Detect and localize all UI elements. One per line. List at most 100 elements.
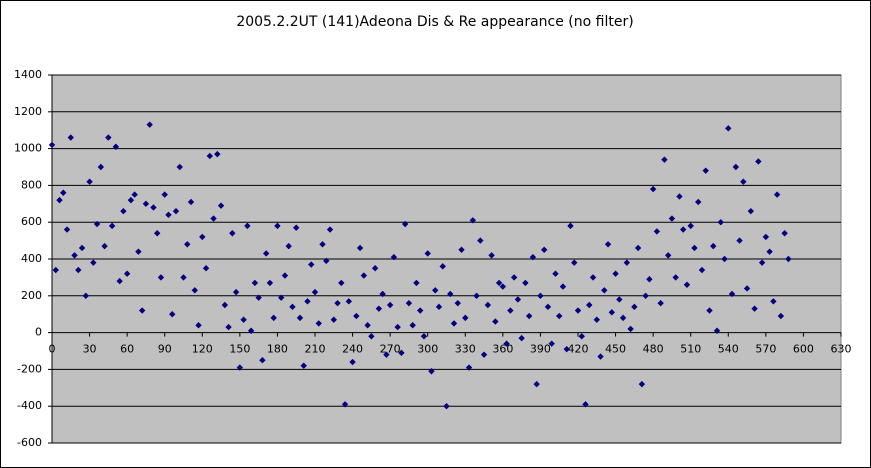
data-point [646, 276, 653, 283]
data-point [510, 274, 518, 281]
data-point [728, 290, 736, 298]
x-tick-label: 150 [229, 343, 250, 356]
data-point [138, 307, 146, 314]
data-point [518, 334, 525, 342]
data-point [326, 226, 334, 233]
y-tick-label: 1400 [14, 68, 42, 81]
data-point [492, 318, 499, 325]
data-point [582, 401, 589, 408]
data-point [75, 266, 82, 274]
y-tick-label: 600 [21, 215, 42, 228]
data-point [187, 198, 195, 206]
data-point [578, 333, 585, 340]
data-point [732, 163, 739, 171]
data-point [334, 299, 341, 307]
data-point [710, 242, 717, 250]
data-point [195, 322, 202, 329]
data-point [740, 178, 747, 185]
data-point [556, 312, 563, 320]
x-tick-label: 570 [755, 343, 776, 356]
data-point [465, 364, 473, 371]
data-point [225, 323, 232, 331]
data-point [315, 320, 322, 327]
data-point [766, 248, 773, 255]
data-point [586, 301, 593, 309]
data-point [300, 362, 307, 369]
data-point [146, 121, 153, 128]
x-tick-label: 450 [605, 343, 626, 356]
x-tick-label: 600 [793, 343, 814, 356]
data-point [435, 303, 443, 311]
data-point [304, 298, 311, 305]
data-point [191, 287, 198, 294]
data-point [589, 274, 597, 281]
data-point [672, 274, 679, 281]
data-point [345, 298, 353, 305]
data-point [405, 299, 413, 307]
data-point [495, 279, 503, 287]
data-point [747, 207, 755, 215]
data-point [150, 204, 157, 211]
data-point [157, 274, 165, 281]
data-point [601, 287, 608, 294]
data-point [777, 312, 785, 320]
data-point [409, 322, 416, 329]
data-point [514, 296, 522, 303]
data-point [631, 303, 638, 311]
data-point [240, 316, 247, 323]
data-point [131, 191, 138, 198]
x-tick-label: 330 [455, 343, 476, 356]
data-point [680, 226, 687, 233]
data-point [537, 292, 544, 299]
data-point [548, 340, 555, 347]
data-point [574, 307, 582, 314]
data-point [773, 191, 781, 198]
y-tick-label: -400 [17, 399, 42, 412]
data-point [649, 185, 657, 193]
data-point [597, 353, 604, 360]
data-point [368, 333, 375, 340]
x-tick-label: 90 [158, 343, 172, 356]
data-point [255, 294, 262, 301]
data-point [687, 222, 694, 230]
data-point [695, 198, 702, 206]
data-point [116, 277, 123, 285]
data-point [323, 257, 330, 265]
y-tick-label: -600 [17, 436, 42, 449]
data-point [78, 244, 86, 252]
data-point [210, 215, 217, 222]
data-point [691, 244, 698, 252]
data-point [540, 246, 548, 253]
data-point [338, 279, 345, 287]
data-point [120, 207, 127, 215]
data-point [180, 274, 187, 281]
x-tick-label: 390 [530, 343, 551, 356]
data-point [236, 364, 244, 371]
data-point [375, 305, 383, 312]
data-point [477, 237, 484, 244]
data-point [296, 314, 304, 322]
data-point [202, 265, 210, 272]
x-tick-label: 300 [417, 343, 438, 356]
data-point [717, 219, 724, 226]
data-point [247, 327, 255, 334]
data-point [101, 242, 108, 250]
data-point [390, 253, 398, 261]
data-point [664, 252, 672, 259]
data-point [484, 301, 492, 309]
x-tick-label: 0 [49, 343, 56, 356]
data-point [135, 248, 142, 255]
data-point [432, 287, 439, 294]
x-tick-label: 270 [380, 343, 401, 356]
data-point [112, 143, 120, 150]
data-point [341, 401, 349, 408]
data-point [604, 241, 612, 248]
x-tick-label: 210 [305, 343, 326, 356]
data-point [48, 141, 56, 149]
data-point [713, 327, 721, 334]
data-point [458, 246, 465, 253]
data-point [93, 220, 101, 228]
data-point [308, 261, 315, 268]
data-point [619, 314, 627, 322]
data-point [529, 253, 537, 261]
